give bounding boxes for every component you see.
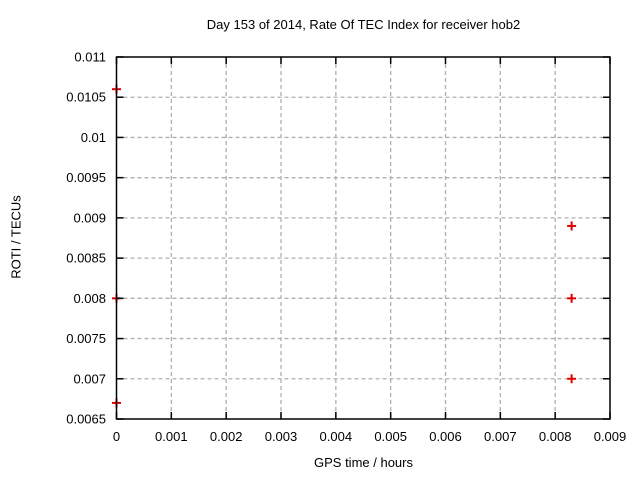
x-tick-label: 0.005 bbox=[374, 429, 407, 444]
x-tick-label: 0.008 bbox=[539, 429, 572, 444]
y-tick-label: 0.009 bbox=[73, 210, 106, 225]
x-tick-label: 0.002 bbox=[210, 429, 243, 444]
y-tick-label: 0.011 bbox=[74, 50, 106, 65]
x-tick-label: 0.003 bbox=[265, 429, 298, 444]
x-tick-label: 0.004 bbox=[320, 429, 353, 444]
y-tick-label: 0.01 bbox=[81, 130, 106, 145]
y-tick-label: 0.0075 bbox=[66, 331, 106, 346]
y-tick-label: 0.007 bbox=[73, 371, 106, 386]
x-tick-label: 0.001 bbox=[155, 429, 188, 444]
y-tick-label: 0.0105 bbox=[66, 90, 106, 105]
y-tick-label: 0.0065 bbox=[66, 412, 106, 427]
x-tick-label: 0.006 bbox=[429, 429, 462, 444]
x-tick-label: 0.007 bbox=[484, 429, 517, 444]
y-tick-label: 0.0095 bbox=[66, 170, 106, 185]
chart-title: Day 153 of 2014, Rate Of TEC Index for r… bbox=[206, 17, 521, 32]
y-axis-title: ROTI / TECUs bbox=[8, 195, 24, 279]
y-tick-label: 0.008 bbox=[73, 291, 106, 306]
x-tick-label: 0 bbox=[113, 429, 120, 444]
plot-border bbox=[115, 56, 611, 420]
x-tick-label: 0.009 bbox=[594, 429, 627, 444]
x-axis-title: GPS time / hours bbox=[314, 455, 413, 470]
y-tick-label: 0.0085 bbox=[66, 251, 106, 266]
